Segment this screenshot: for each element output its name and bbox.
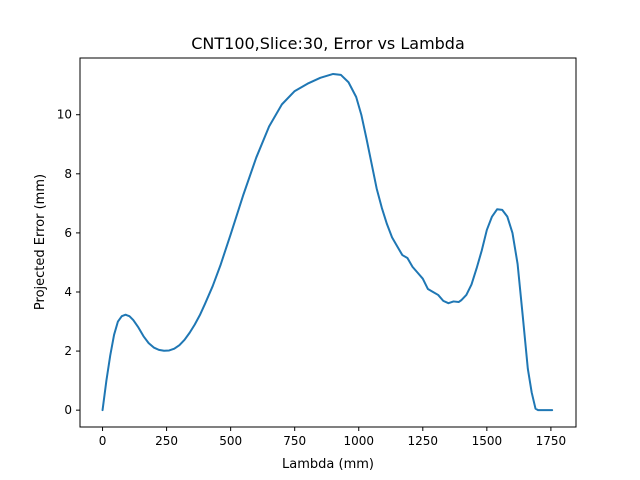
y-tick-label: 10 — [57, 108, 72, 122]
plot-frame — [79, 57, 577, 428]
y-tick-label: 6 — [64, 226, 72, 240]
x-tick-label: 1000 — [343, 434, 374, 448]
x-tick-label: 250 — [155, 434, 178, 448]
y-axis: 0 2 4 6 8 10 — [57, 108, 80, 417]
y-tick-label: 4 — [64, 285, 72, 299]
x-tick-label: 750 — [283, 434, 306, 448]
x-tick-label: 1250 — [408, 434, 439, 448]
x-axis: 0 250 500 750 1000 1250 1500 1750 — [99, 427, 566, 448]
series-line — [101, 72, 554, 412]
y-tick-label: 2 — [64, 344, 72, 358]
y-tick-label: 8 — [64, 167, 72, 181]
y-axis-label: Projected Error (mm) — [33, 174, 48, 310]
y-tick-label: 0 — [64, 403, 72, 417]
plot-area — [101, 72, 554, 412]
x-tick-label: 500 — [219, 434, 242, 448]
x-tick-label: 0 — [99, 434, 107, 448]
x-axis-label: Lambda (mm) — [282, 457, 374, 472]
x-tick-label: 1750 — [536, 434, 567, 448]
chart-title: CNT100,Slice:30, Error vs Lambda — [191, 34, 465, 53]
x-tick-label: 1500 — [472, 434, 503, 448]
